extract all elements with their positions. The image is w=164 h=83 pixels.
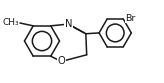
Text: O: O [57, 56, 65, 66]
Text: N: N [65, 19, 72, 29]
Text: Br: Br [125, 14, 135, 22]
Text: CH₃: CH₃ [2, 19, 19, 27]
